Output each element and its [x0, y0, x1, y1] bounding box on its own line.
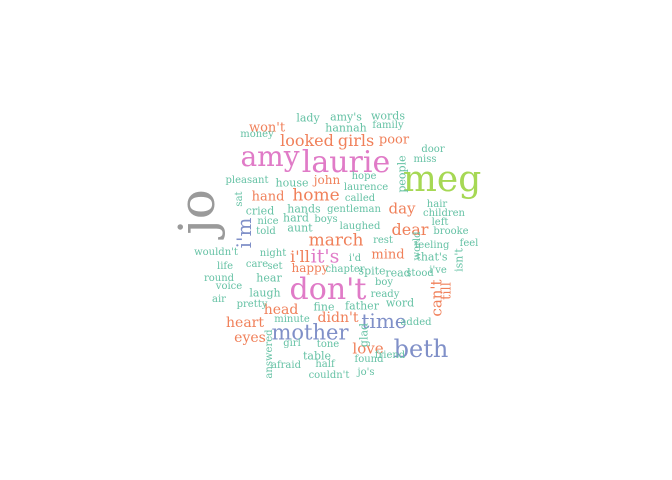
cloud-word: round — [203, 273, 235, 284]
cloud-word: rest — [373, 235, 393, 246]
cloud-word: night — [259, 248, 287, 259]
cloud-word: hear — [256, 271, 282, 285]
cloud-word: told — [256, 226, 276, 237]
cloud-word: eyes — [234, 330, 266, 346]
cloud-word: minute — [274, 314, 310, 325]
cloud-word: money — [240, 129, 274, 140]
cloud-word: hand — [251, 189, 285, 205]
cloud-word: voice — [215, 281, 243, 292]
cloud-word: pretty — [236, 299, 268, 310]
cloud-word: amy — [240, 140, 300, 173]
cloud-word: mind — [371, 247, 405, 263]
cloud-word: set — [267, 261, 283, 272]
cloud-word: laughed — [339, 221, 381, 232]
cloud-word: people — [395, 155, 409, 193]
cloud-word: brooke — [433, 226, 469, 237]
cloud-word: love — [352, 339, 384, 358]
cloud-word: cried — [245, 204, 275, 218]
cloud-word: wouldn't — [194, 247, 238, 258]
cloud-word: day — [388, 199, 416, 218]
cloud-word: home — [292, 185, 340, 206]
cloud-word: don't — [289, 272, 367, 307]
cloud-word: feel — [459, 238, 479, 249]
cloud-word: care — [245, 259, 269, 270]
cloud-word: spite — [358, 264, 386, 278]
cloud-word: afraid — [270, 360, 302, 371]
cloud-word: won't — [248, 120, 286, 136]
cloud-word: door — [421, 144, 445, 155]
cloud-word: fine — [313, 300, 335, 314]
cloud-word: amy's — [330, 110, 362, 124]
cloud-word: laurence — [343, 182, 389, 193]
cloud-word: time — [361, 309, 407, 333]
cloud-word: answered — [264, 329, 275, 379]
cloud-word: march — [308, 230, 364, 251]
cloud-word: house — [275, 176, 309, 190]
cloud-word: hair — [426, 199, 448, 210]
cloud-word: i'll — [290, 247, 310, 266]
cloud-word: feeling — [414, 240, 450, 251]
cloud-word: couldn't — [308, 370, 350, 381]
cloud-word: words — [371, 109, 405, 123]
cloud-word: i'd — [348, 253, 362, 264]
cloud-word: found — [354, 354, 384, 365]
cloud-word: pleasant — [225, 175, 269, 186]
cloud-word: left — [431, 217, 449, 228]
cloud-word: head — [263, 302, 299, 318]
cloud-word: that's — [416, 250, 448, 264]
cloud-word: gentleman — [327, 204, 381, 215]
cloud-word: girl — [283, 338, 301, 349]
cloud-word: read — [385, 266, 411, 280]
cloud-word: i'm — [232, 217, 256, 249]
cloud-word: called — [344, 193, 376, 204]
cloud-word: tone — [316, 339, 340, 350]
cloud-word: john — [313, 173, 341, 187]
cloud-word: mother — [271, 320, 349, 345]
cloud-word: hands — [287, 202, 321, 216]
cloud-word: heart — [226, 315, 264, 331]
cloud-word: looked — [280, 131, 334, 150]
cloud-word: till — [439, 282, 455, 300]
cloud-word: jo — [168, 189, 226, 235]
cloud-word: aunt — [287, 221, 313, 235]
cloud-word: laurie — [301, 145, 391, 180]
cloud-word: miss — [413, 154, 437, 165]
cloud-word: stood — [406, 268, 434, 279]
cloud-word: word — [385, 296, 415, 310]
cloud-word: father — [345, 299, 379, 313]
cloud-word: laugh — [249, 286, 281, 300]
cloud-word: it's — [310, 245, 340, 268]
cloud-word: life — [216, 261, 234, 272]
cloud-word: jo's — [357, 367, 375, 378]
cloud-word: family — [372, 120, 404, 131]
cloud-word: i've — [429, 265, 447, 276]
cloud-word: added — [400, 317, 432, 328]
cloud-word: happy — [291, 261, 329, 275]
cloud-word: hannah — [325, 121, 367, 135]
cloud-word: isn't — [452, 248, 466, 272]
cloud-word: hope — [351, 171, 377, 182]
cloud-word: boys — [314, 214, 338, 225]
cloud-word: beth — [393, 335, 449, 363]
cloud-word: friend — [374, 350, 406, 361]
cloud-word: girls — [337, 131, 375, 150]
cloud-word: ready — [370, 289, 400, 300]
cloud-word: nice — [257, 216, 279, 227]
cloud-word: half — [315, 359, 335, 370]
cloud-word: dear — [391, 220, 429, 239]
cloud-word: sat — [234, 191, 245, 207]
cloud-word: boy — [374, 277, 394, 288]
cloud-word: meg — [402, 159, 482, 200]
cloud-word: didn't — [317, 310, 359, 326]
cloud-word: lady — [296, 111, 320, 125]
cloud-word: hard — [283, 211, 309, 225]
cloud-word: children — [423, 208, 465, 219]
cloud-word: poor — [378, 132, 410, 148]
cloud-word: air — [212, 294, 226, 305]
cloud-word: glad — [357, 322, 371, 348]
cloud-word: chapter — [325, 264, 365, 275]
cloud-word: table — [302, 349, 332, 363]
